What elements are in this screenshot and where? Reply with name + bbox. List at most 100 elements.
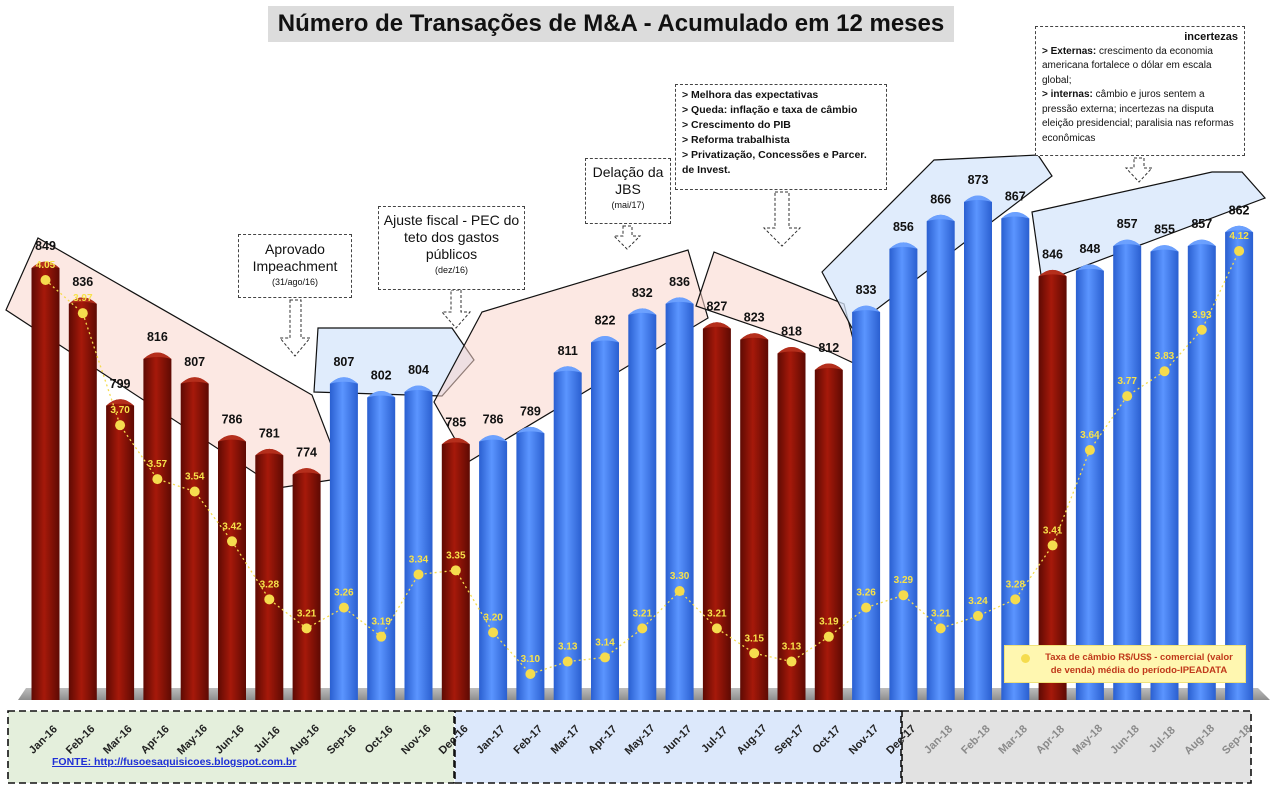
rate-point	[898, 590, 909, 601]
rate-label: 3.83	[1155, 351, 1175, 362]
rate-point	[488, 627, 499, 638]
rate-label: 3.20	[483, 613, 503, 624]
rate-label: 3.30	[670, 571, 690, 582]
legend-rate-label: Taxa de câmbio R$/US$ - comercial (valor…	[1045, 652, 1233, 676]
bar	[106, 399, 135, 700]
bar-top	[1225, 225, 1254, 233]
note-jbs-text: Delação da JBS	[592, 164, 664, 197]
bar-value-label: 823	[744, 311, 765, 325]
bar-value-label: 856	[893, 220, 914, 234]
bar	[479, 435, 508, 700]
arrow-expectativas	[762, 191, 802, 247]
bar-value-label: 781	[259, 426, 280, 440]
note-expectativas-line: > Queda: inflação e taxa de câmbio	[682, 104, 858, 116]
rate-label: 3.19	[819, 617, 839, 628]
bar-top	[1113, 239, 1142, 247]
bar-top	[516, 426, 545, 434]
bar	[255, 448, 284, 700]
bar-top	[367, 391, 396, 398]
note-expectativas-line: > Privatização, Concessões e Parcer. de …	[682, 149, 867, 176]
year-group-2018	[901, 710, 1252, 784]
year-group-2017	[454, 710, 902, 784]
note-expectativas-line: > Melhora das expectativas	[682, 89, 819, 101]
rate-point	[1010, 594, 1021, 605]
bar-value-label: 855	[1154, 223, 1175, 237]
region-2018	[1031, 171, 1267, 283]
rate-point	[600, 652, 610, 663]
rate-label: 3.41	[1043, 525, 1063, 536]
rate-point	[376, 631, 387, 642]
rate-point	[450, 565, 461, 576]
bar-value-label: 802	[371, 369, 392, 383]
rate-point	[637, 623, 648, 634]
bar	[31, 261, 60, 700]
arrow-jbs	[612, 225, 642, 250]
bar-top	[814, 363, 843, 370]
bar	[553, 366, 582, 700]
bar	[143, 352, 172, 700]
bar-value-label: 804	[408, 363, 429, 377]
year-group-2016	[7, 710, 455, 784]
bar-value-label: 836	[669, 275, 690, 289]
note-expectativas: > Melhora das expectativas > Queda: infl…	[675, 84, 887, 190]
rate-point	[413, 569, 424, 580]
bar-value-label: 836	[72, 275, 93, 289]
rate-label: 3.97	[73, 293, 93, 304]
bar-value-label: 774	[296, 446, 317, 460]
source-link[interactable]: FONTE: http://fusoesaquisicoes.blogspot.…	[52, 756, 297, 768]
bar-value-label: 832	[632, 286, 653, 300]
note-internas-head: > internas:	[1042, 89, 1093, 100]
bar	[702, 322, 731, 700]
note-expectativas-line: > Crescimento do PIB	[682, 119, 791, 131]
bar-top	[68, 297, 97, 304]
rate-point	[786, 656, 797, 667]
rate-label: 3.57	[148, 459, 168, 470]
note-jbs: Delação da JBS (mai/17)	[585, 158, 671, 224]
rate-label: 3.14	[595, 637, 615, 648]
note-expectativas-line: > Reforma trabalhista	[682, 134, 790, 146]
rate-label: 3.35	[446, 550, 466, 561]
bar-top	[31, 261, 60, 269]
rate-point	[973, 610, 983, 621]
rate-point	[525, 669, 536, 679]
rate-point	[77, 308, 88, 319]
rate-point	[1159, 366, 1170, 377]
rate-label: 4.12	[1229, 231, 1249, 242]
bar	[852, 305, 881, 700]
rate-point	[823, 631, 834, 642]
rate-label: 3.64	[1080, 430, 1100, 441]
rate-point	[674, 586, 685, 597]
bar-top	[329, 377, 358, 384]
bar	[180, 377, 209, 700]
rate-point	[152, 474, 163, 485]
bar-value-label: 827	[706, 300, 727, 314]
bar	[740, 333, 769, 700]
bar	[665, 297, 694, 700]
rate-label: 3.13	[782, 642, 802, 653]
bar-value-label: 857	[1117, 217, 1138, 231]
rate-point	[338, 602, 349, 613]
bar-value-label: 786	[483, 413, 504, 427]
bar	[516, 426, 545, 700]
bar	[814, 363, 843, 700]
bar-top	[1038, 269, 1067, 277]
rate-point	[711, 623, 722, 634]
rate-point	[301, 623, 312, 634]
bar-top	[964, 195, 992, 202]
rate-point	[1122, 391, 1133, 402]
bar	[1150, 245, 1179, 700]
rate-point	[1084, 445, 1095, 456]
bar-top	[292, 468, 321, 475]
note-internas-text: câmbio e juros sentem a pressão externa;…	[1042, 89, 1234, 144]
bar-value-label: 848	[1079, 242, 1100, 256]
bar	[329, 377, 358, 700]
bar	[628, 308, 657, 700]
bar-value-label: 873	[968, 173, 989, 187]
bar-top	[702, 322, 731, 329]
bar-top	[143, 352, 172, 359]
bar-value-label: 786	[222, 413, 243, 427]
bar-top	[1150, 245, 1179, 252]
bar-value-label: 866	[930, 192, 951, 206]
bar	[218, 435, 246, 700]
